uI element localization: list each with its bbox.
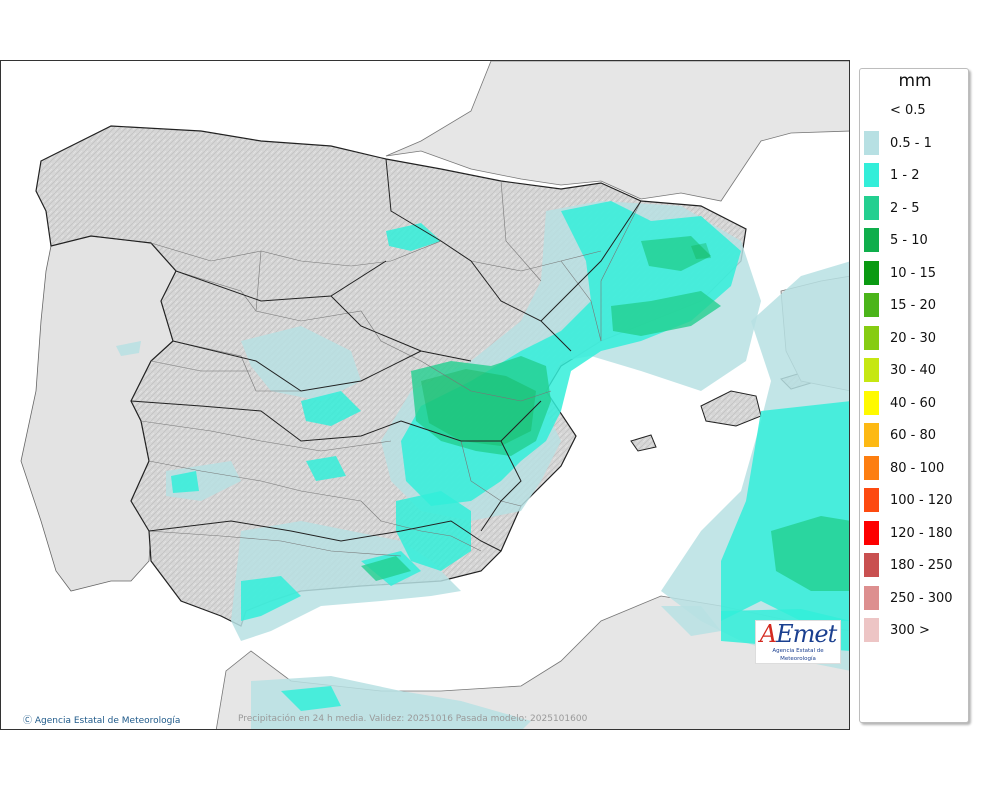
legend-swatch bbox=[864, 520, 879, 545]
legend-entry: 1 - 2 bbox=[864, 163, 968, 187]
precip-2-5-areas bbox=[361, 236, 849, 591]
legend-swatch bbox=[864, 488, 879, 512]
credit-text: Agencia Estatal de Meteorología bbox=[34, 716, 181, 726]
legend-label: 2 - 5 bbox=[890, 200, 920, 216]
legend-swatch bbox=[864, 293, 879, 317]
legend-label: 20 - 30 bbox=[890, 330, 937, 346]
legend-swatch bbox=[864, 163, 879, 187]
legend-swatch bbox=[864, 358, 879, 382]
community-borders bbox=[130, 158, 642, 552]
legend-entry: 80 - 100 bbox=[864, 455, 968, 480]
legend-label: 300 > bbox=[890, 623, 930, 638]
legend-entry: 40 - 60 bbox=[864, 390, 968, 415]
legend-swatch bbox=[864, 98, 879, 122]
legend-label: 15 - 20 bbox=[890, 298, 937, 313]
legend-entry: 15 - 20 bbox=[864, 293, 968, 317]
legend-label: 5 - 10 bbox=[890, 233, 928, 248]
legend-swatch bbox=[864, 455, 879, 480]
legend-label: 0.5 - 1 bbox=[890, 135, 932, 151]
precipitation-legend: mm < 0.5 0.5 - 1 1 - 2 2 - 5 5 - 10 10 - 15 15… bbox=[859, 68, 969, 723]
aemet-logo: AEmet Agencia Estatal de Meteorología bbox=[755, 620, 841, 664]
legend-label: 60 - 80 bbox=[890, 428, 937, 443]
legend-label: 100 - 120 bbox=[890, 493, 953, 508]
legend-swatch bbox=[864, 390, 879, 415]
legend-entry: 120 - 180 bbox=[864, 520, 968, 545]
aemet-logo-subtitle: Agencia Estatal de Meteorología bbox=[772, 648, 824, 662]
legend-entry: 100 - 120 bbox=[864, 488, 968, 512]
legend-swatch bbox=[864, 618, 879, 642]
legend-unit: mm bbox=[898, 71, 932, 91]
legend-swatch bbox=[864, 228, 879, 252]
legend-entry: 20 - 30 bbox=[864, 325, 968, 350]
legend-swatch bbox=[864, 260, 879, 285]
legend-label: 180 - 250 bbox=[890, 558, 953, 573]
region-borders bbox=[140, 180, 642, 557]
precipitation-map: Ⓒ Agencia Estatal de Meteorología Precip… bbox=[0, 60, 850, 730]
legend-label: < 0.5 bbox=[890, 103, 926, 118]
legend-entry: 10 - 15 bbox=[864, 260, 968, 285]
aemet-credit: Ⓒ Agencia Estatal de Meteorología bbox=[23, 713, 180, 726]
mallorca-land bbox=[700, 390, 762, 427]
legend-swatch bbox=[864, 325, 879, 350]
aemet-logo-wordmark: AEmet bbox=[759, 620, 837, 648]
legend-entry: 300 > bbox=[864, 618, 968, 642]
legend-label: 80 - 100 bbox=[890, 460, 945, 476]
france-land bbox=[385, 61, 849, 202]
legend-label: 120 - 180 bbox=[890, 525, 953, 541]
legend-label: 1 - 2 bbox=[890, 168, 920, 183]
legend-label: 10 - 15 bbox=[890, 265, 937, 281]
legend-entry: 60 - 80 bbox=[864, 423, 968, 447]
legend-label: 40 - 60 bbox=[890, 395, 937, 411]
legend-entry: 2 - 5 bbox=[864, 195, 968, 220]
legend-swatch bbox=[864, 585, 879, 610]
map-canvas bbox=[20, 61, 849, 729]
legend-swatch bbox=[864, 553, 879, 577]
legend-entry: 250 - 300 bbox=[864, 585, 968, 610]
legend-entry: 0.5 - 1 bbox=[864, 130, 968, 155]
map-caption: Precipitación en 24 h media. Validez: 20… bbox=[238, 714, 588, 724]
legend-swatch bbox=[864, 195, 879, 220]
legend-entry: 30 - 40 bbox=[864, 358, 968, 382]
legend-entry: < 0.5 bbox=[864, 98, 968, 122]
ibiza-land bbox=[630, 434, 657, 452]
legend-swatch bbox=[864, 130, 879, 155]
legend-label: 30 - 40 bbox=[890, 363, 937, 378]
legend-label: 250 - 300 bbox=[890, 590, 953, 606]
legend-entry: 180 - 250 bbox=[864, 553, 968, 577]
legend-entry: 5 - 10 bbox=[864, 228, 968, 252]
legend-swatch bbox=[864, 423, 879, 447]
precip-5-10-areas bbox=[421, 243, 711, 446]
copyright-icon: Ⓒ bbox=[23, 716, 33, 726]
